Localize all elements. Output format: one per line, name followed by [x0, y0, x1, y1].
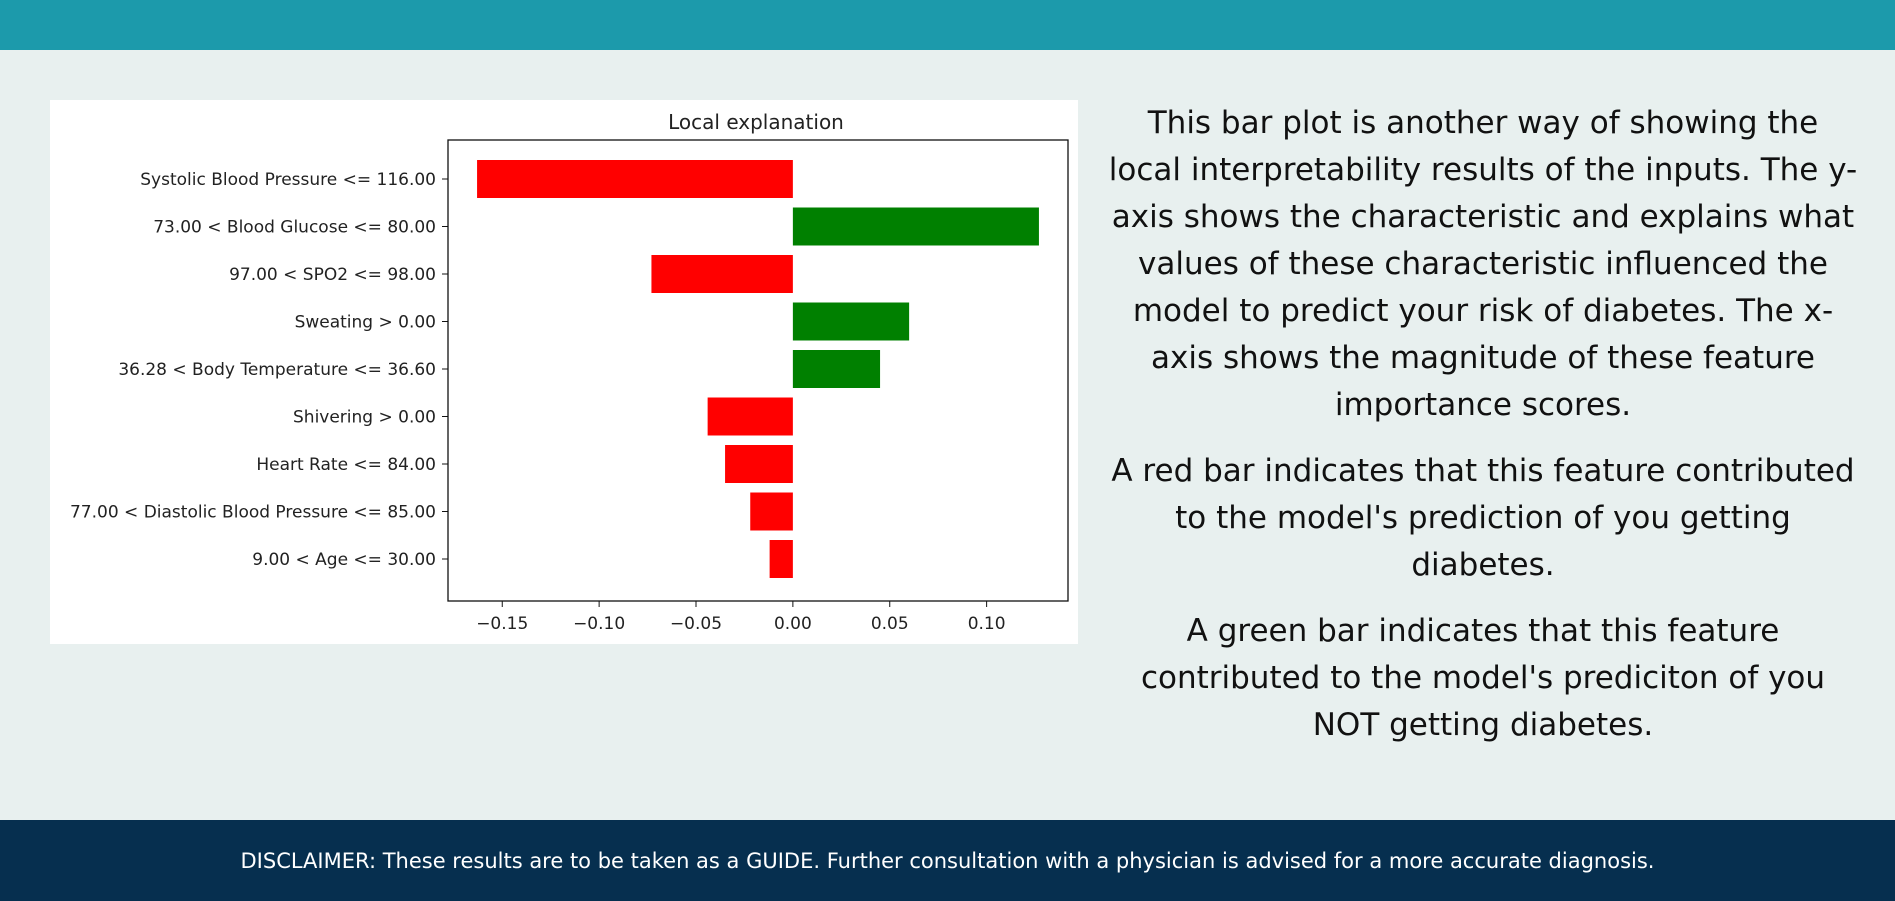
x-tick-label-2: −0.10: [573, 614, 625, 634]
explanation-paragraph-1: This bar plot is another way of showing …: [1108, 105, 1858, 423]
explanation-text: This bar plot is another way of showing …: [1108, 100, 1858, 768]
x-tick-label-5: 0.05: [871, 614, 909, 634]
explanation-paragraph-3: A green bar indicates that this feature …: [1140, 613, 1826, 743]
bar-2: [792, 207, 1039, 246]
x-tick-label-1: −0.15: [476, 614, 528, 634]
y-tick-label-6: Shivering > 0.00: [293, 408, 436, 428]
bar-9: [769, 540, 793, 578]
x-tick-label-4: 0.00: [774, 614, 812, 634]
y-tick-label-2: 73.00 < Blood Glucose <= 80.00: [153, 218, 436, 238]
explanation-paragraph-2: A red bar indicates that this feature co…: [1111, 453, 1855, 583]
x-tick-label-3: −0.05: [670, 614, 722, 634]
y-tick-label-5: 36.28 < Body Temperature <= 36.60: [118, 360, 436, 380]
y-tick-label-1: Systolic Blood Pressure <= 116.00: [140, 170, 436, 190]
plot-frame: [447, 139, 1069, 602]
y-tick-label-3: 97.00 < SPO2 <= 98.00: [229, 265, 436, 285]
bar-1: [477, 160, 793, 198]
local-explanation-chart: Local explanation Systolic Blood Pressur…: [70, 110, 1069, 634]
chart-title: Local explanation: [668, 110, 844, 134]
bar-5: [792, 350, 881, 388]
local-explanation-chart-panel: Local explanation Systolic Blood Pressur…: [50, 100, 1078, 644]
bar-4: [792, 302, 910, 341]
bar-7: [725, 445, 793, 483]
y-tick-labels: Systolic Blood Pressure <= 116.00 73.00 <…: [70, 170, 448, 570]
disclaimer-text: DISCLAIMER: These results are to be take…: [240, 848, 1655, 873]
footer: DISCLAIMER: These results are to be take…: [0, 820, 1895, 901]
x-tick-label-6: 0.10: [968, 614, 1006, 634]
y-tick-label-8: 77.00 < Diastolic Blood Pressure <= 85.0…: [70, 503, 436, 523]
bars-group: [477, 160, 1039, 578]
y-tick-label-7: Heart Rate <= 84.00: [256, 455, 436, 475]
bar-6: [707, 397, 793, 436]
y-tick-label-4: Sweating > 0.00: [295, 313, 436, 333]
x-tick-labels: −0.15 −0.10 −0.05 0.00 0.05 0.10: [476, 601, 1006, 634]
top-header-bar: [0, 0, 1895, 50]
bar-3: [651, 255, 793, 293]
bar-8: [750, 492, 793, 531]
y-tick-label-9: 9.00 < Age <= 30.00: [252, 550, 436, 570]
